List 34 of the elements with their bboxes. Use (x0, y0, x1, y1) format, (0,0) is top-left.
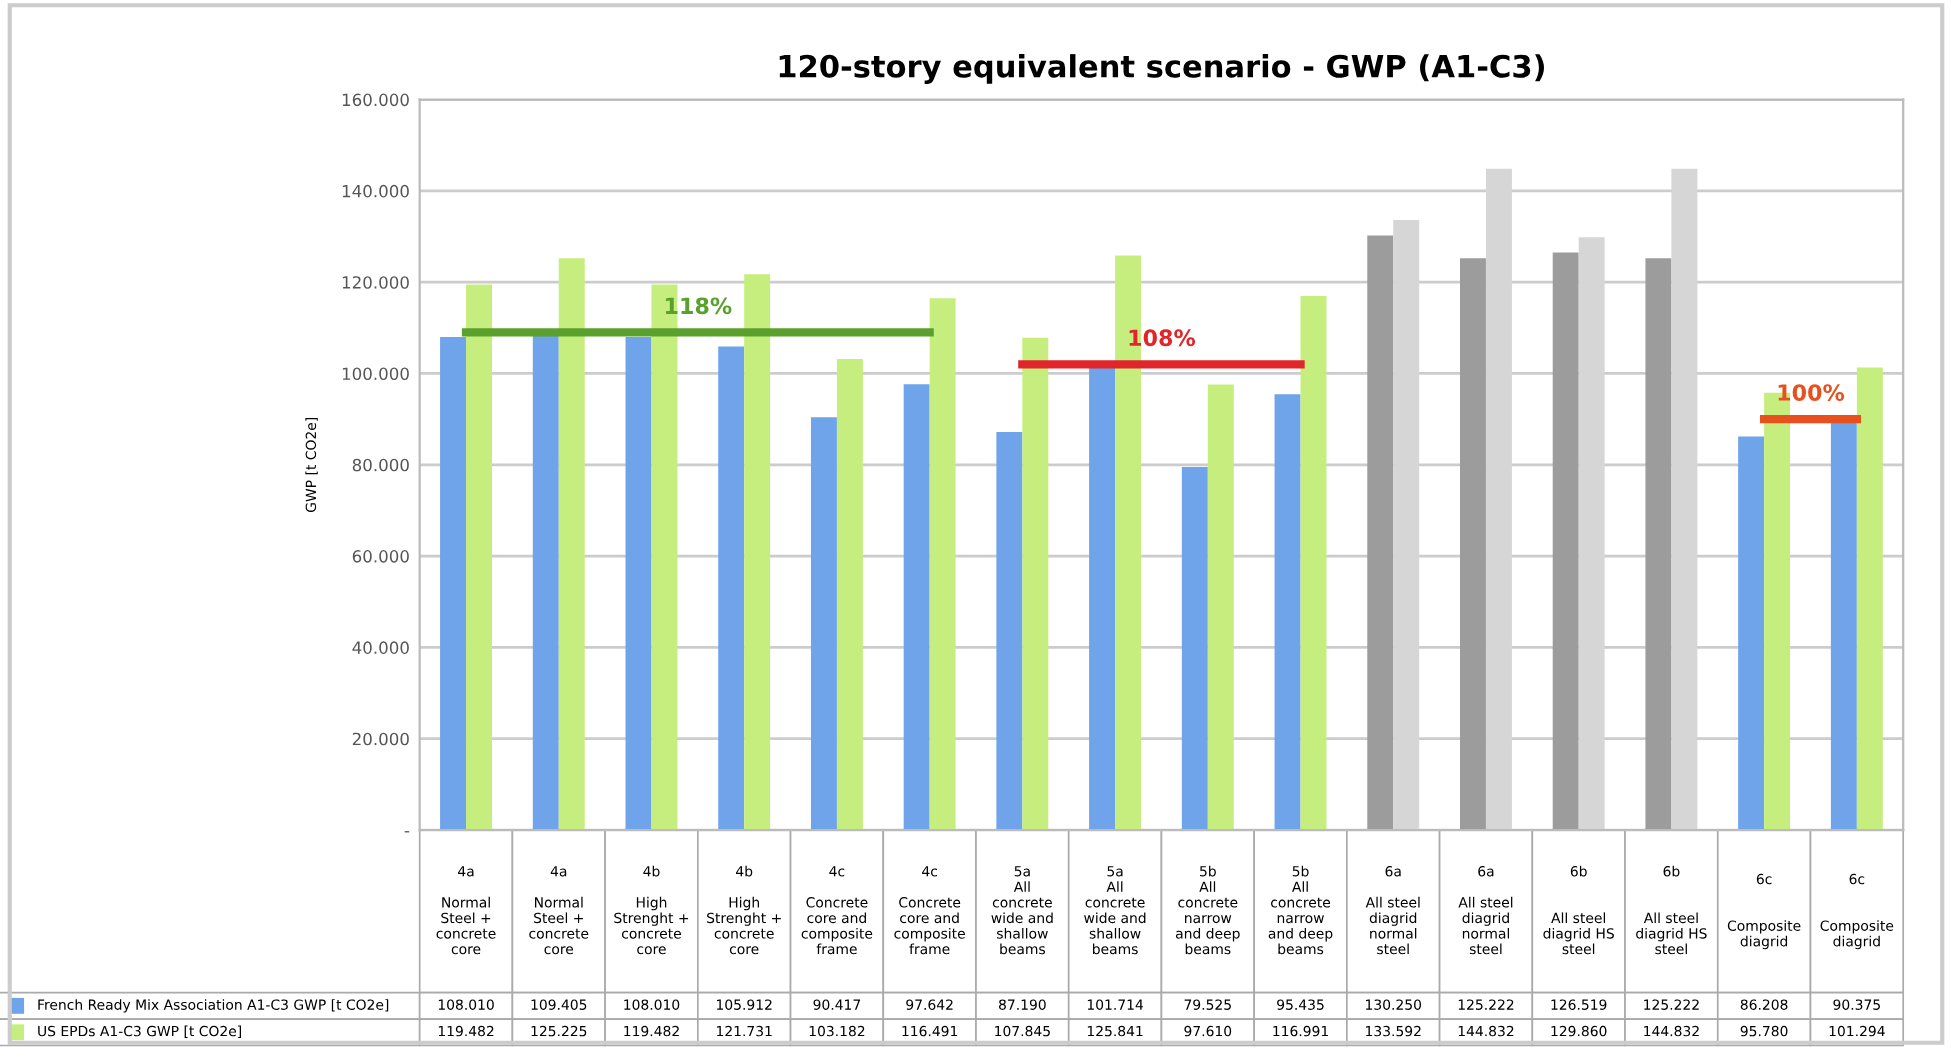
y-tick-label: 160.000 (342, 93, 409, 107)
bar (1367, 235, 1394, 831)
bar (1645, 258, 1672, 831)
bar (1022, 337, 1049, 831)
bar (929, 298, 956, 831)
bar (1738, 436, 1765, 831)
chart-title: 120-story equivalent scenario - GWP (A1-C3) (779, 54, 1544, 84)
y-tick-label: 120.000 (342, 276, 409, 289)
y-tick-label: 40.000 (352, 641, 409, 654)
bar (466, 284, 492, 831)
series-label: 100% (1778, 384, 1845, 401)
y-tick-label: 20.000 (352, 732, 409, 746)
bar (836, 358, 863, 831)
bar (1856, 367, 1883, 831)
bar (744, 274, 771, 831)
bar (1552, 252, 1579, 831)
y-tick-label: 60.000 (352, 550, 409, 563)
y-tick-label: - (404, 831, 410, 833)
bar (1207, 384, 1234, 831)
bar (903, 384, 930, 831)
bar (1181, 466, 1208, 831)
bar (1089, 365, 1116, 831)
bar (1274, 394, 1301, 831)
bar (1300, 295, 1327, 831)
bar (1460, 258, 1486, 831)
y-tick-label: 100.000 (342, 367, 409, 381)
bar (718, 346, 745, 831)
bar (440, 336, 467, 831)
bar (625, 336, 652, 831)
y-tick-label: 80.000 (352, 458, 409, 472)
bar (558, 258, 585, 831)
bar (810, 417, 837, 831)
y-tick-label: 140.000 (342, 184, 409, 198)
bar (996, 431, 1023, 831)
